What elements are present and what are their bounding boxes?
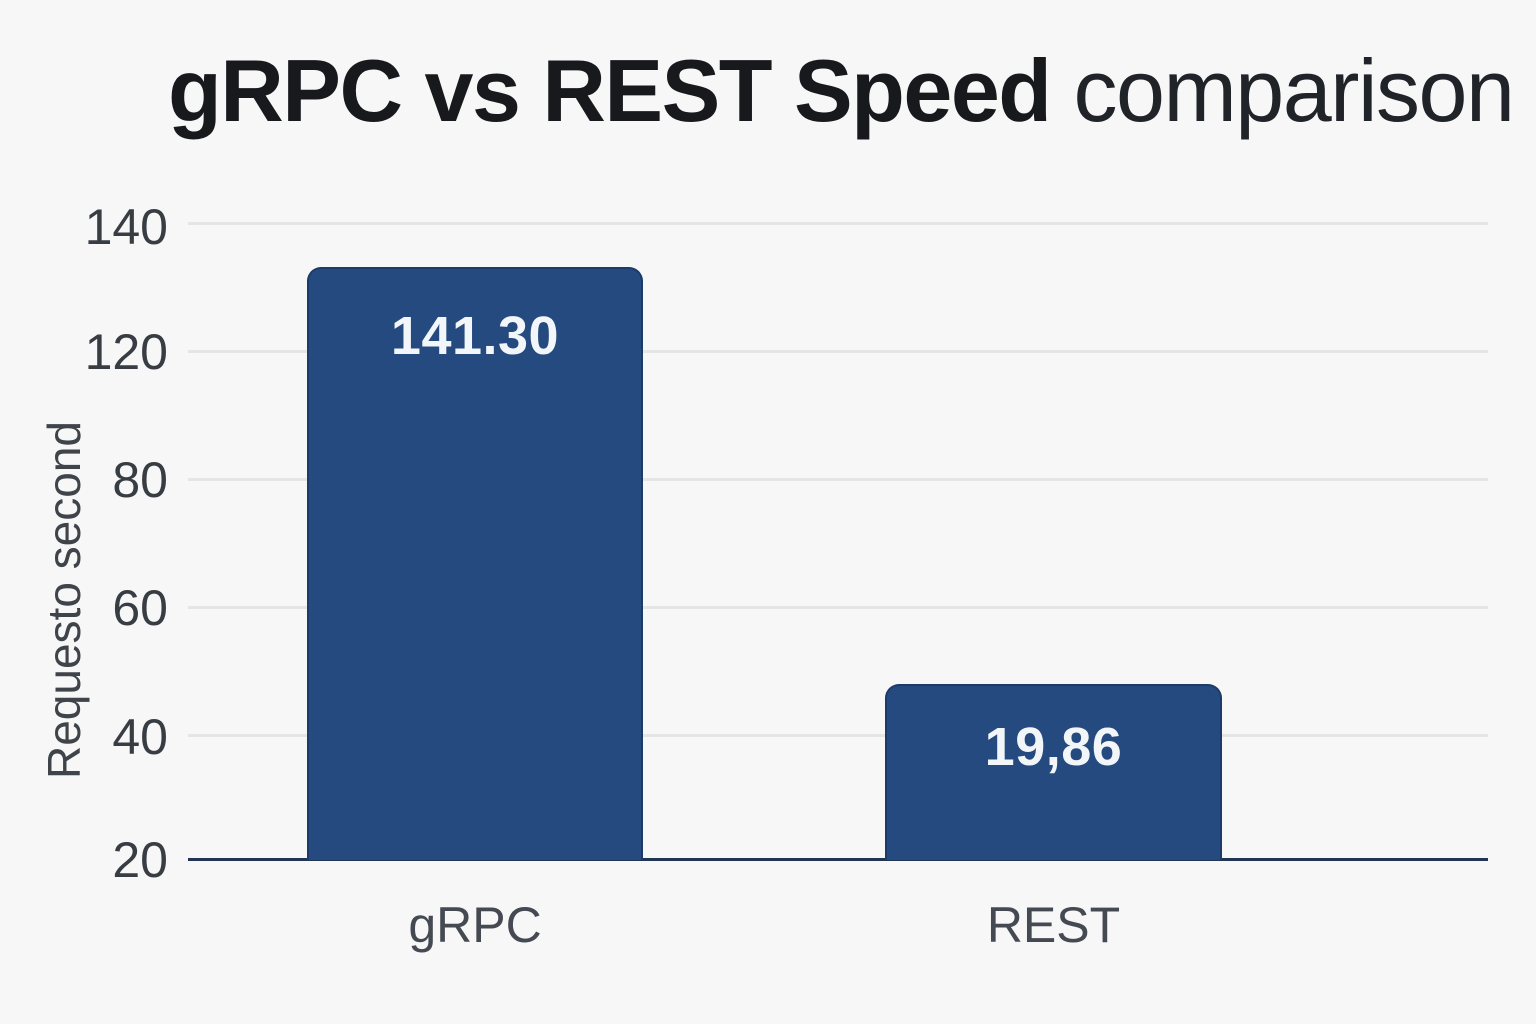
- y-tick-label-80: 80: [112, 452, 168, 508]
- bar-value-label-rest: 19,86: [984, 717, 1123, 777]
- bar-value-label-grpc: 141.30: [390, 306, 560, 366]
- x-axis-line: [188, 858, 1488, 861]
- bar-rest[interactable]: 19,86: [885, 684, 1222, 860]
- chart-title: gRPC vs REST Speed comparison: [168, 40, 1515, 141]
- gridline: [188, 350, 1488, 353]
- y-tick-label-20: 20: [112, 832, 168, 888]
- y-tick-label-120: 120: [84, 324, 168, 380]
- x-label-grpc: gRPC: [408, 897, 542, 953]
- y-tick-label-40: 40: [112, 709, 168, 765]
- chart-title-suffix: comparison: [1050, 41, 1515, 140]
- x-label-rest: REST: [986, 897, 1121, 953]
- y-tick-label-140: 140: [84, 199, 168, 255]
- gridline: [188, 478, 1488, 481]
- y-tick-label-60: 60: [112, 580, 168, 636]
- bar-grpc[interactable]: 141.30: [307, 267, 643, 860]
- gridline: [188, 222, 1488, 225]
- gridline: [188, 606, 1488, 609]
- gridline: [188, 734, 1488, 737]
- chart-title-main: gRPC vs REST Speed: [168, 41, 1052, 140]
